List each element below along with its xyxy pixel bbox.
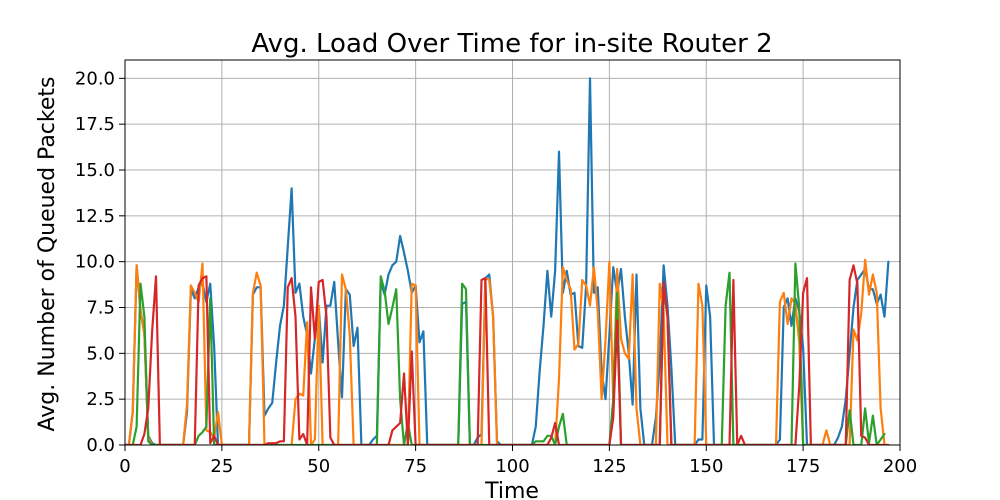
y-tick-label: 17.5 <box>75 114 115 135</box>
y-tick-label: 2.5 <box>86 389 115 410</box>
series-line-3 <box>125 262 886 445</box>
y-tick-label: 12.5 <box>75 206 115 227</box>
y-tick-label: 10.0 <box>75 252 115 273</box>
series-layer <box>125 77 890 445</box>
series-line-4 <box>125 264 890 445</box>
x-tick-label: 125 <box>592 456 626 477</box>
x-tick-label: 25 <box>210 456 233 477</box>
y-tick-label: 5.0 <box>86 343 115 364</box>
y-tick-label: 15.0 <box>75 160 115 181</box>
y-ticks: 0.0 2.5 5.0 7.5 10.0 12.5 15.0 17.5 20.0 <box>75 68 125 456</box>
y-axis-label: Avg. Number of Queued Packets <box>35 77 60 432</box>
x-tick-label: 175 <box>786 456 820 477</box>
chart-title: Avg. Load Over Time for in-site Router 2 <box>251 29 772 59</box>
series-line-2 <box>125 258 890 445</box>
x-tick-label: 75 <box>404 456 427 477</box>
x-tick-label: 100 <box>495 456 529 477</box>
x-tick-label: 200 <box>883 456 917 477</box>
y-tick-label: 7.5 <box>86 298 115 319</box>
x-axis-label: Time <box>484 479 539 500</box>
x-tick-label: 50 <box>307 456 330 477</box>
x-ticks: 0 25 50 75 100 125 150 175 200 <box>119 445 917 477</box>
grid <box>124 60 901 446</box>
y-tick-label: 0.0 <box>86 435 115 456</box>
y-tick-label: 20.0 <box>75 68 115 89</box>
x-tick-label: 0 <box>119 456 130 477</box>
x-tick-label: 150 <box>689 456 723 477</box>
